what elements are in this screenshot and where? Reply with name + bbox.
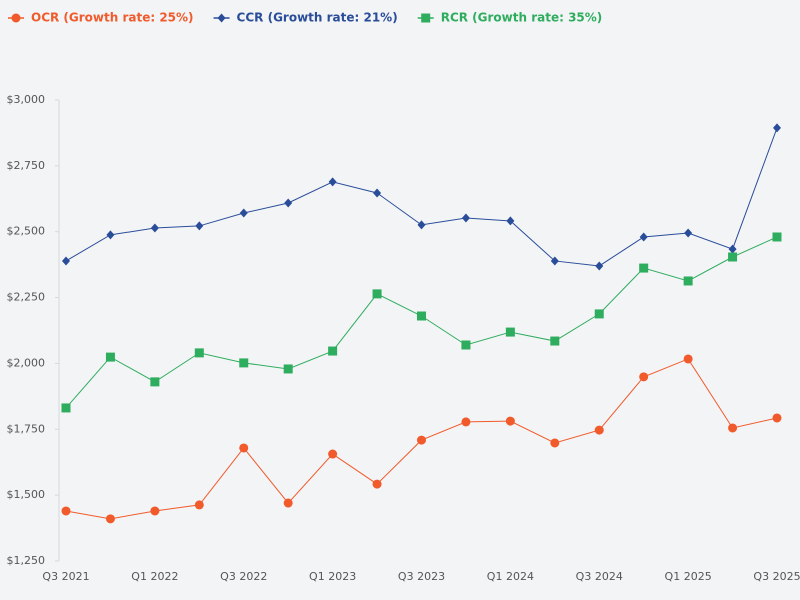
data-point: [417, 311, 426, 321]
legend-marker: [11, 13, 21, 23]
data-point: [684, 228, 693, 238]
data-point: [328, 449, 338, 459]
data-point: [461, 340, 471, 350]
data-point: [150, 377, 160, 387]
data-point: [372, 479, 382, 489]
data-point: [328, 346, 338, 356]
data-point: [150, 223, 159, 233]
data-point: [594, 425, 604, 435]
legend-label: RCR (Growth rate: 35%): [441, 11, 603, 25]
data-point: [773, 123, 781, 133]
data-point: [150, 506, 160, 516]
data-point: [683, 354, 693, 364]
data-point: [61, 506, 71, 516]
series-line: [65, 236, 778, 409]
x-tick-label: Q1 2024: [487, 570, 534, 583]
legend: OCR (Growth rate: 25%) CCR (Growth rate: …: [8, 11, 602, 25]
x-tick-label: Q1 2023: [309, 570, 356, 583]
data-point: [461, 417, 471, 427]
data-point: [550, 256, 559, 266]
data-point: [639, 263, 649, 273]
x-tick-label: Q1 2025: [665, 570, 712, 583]
x-tick-label: Q3 2024: [576, 570, 623, 583]
y-tick-label: $2,250: [7, 291, 46, 304]
data-point: [639, 372, 649, 382]
x-tick-label: Q3 2025: [753, 570, 800, 583]
data-point: [417, 435, 426, 445]
legend-marker: [217, 13, 226, 23]
data-point: [772, 413, 782, 423]
x-tick-label: Q3 2021: [42, 570, 89, 583]
data-point: [639, 232, 648, 242]
data-point: [372, 289, 382, 299]
y-tick-label: $2,000: [7, 356, 46, 369]
y-tick-label: $2,500: [7, 225, 46, 238]
data-point: [239, 208, 248, 218]
data-point: [373, 188, 382, 198]
data-point: [62, 256, 70, 266]
data-point: [105, 514, 115, 524]
data-point: [194, 500, 204, 510]
data-point: [728, 252, 738, 262]
data-point: [772, 232, 782, 242]
y-tick-label: $3,000: [7, 93, 46, 106]
data-point: [728, 244, 737, 254]
data-point: [505, 416, 515, 426]
y-tick-label: $1,250: [7, 554, 46, 567]
legend-item: CCR (Growth rate: 21%): [213, 11, 398, 25]
x-tick-label: Q3 2023: [398, 570, 445, 583]
data-point: [105, 352, 115, 362]
legend-label: OCR (Growth rate: 25%): [31, 11, 194, 25]
x-tick-label: Q1 2022: [131, 570, 178, 583]
legend-item: RCR (Growth rate: 35%): [417, 11, 603, 25]
data-point: [728, 423, 738, 433]
series-line: [65, 127, 778, 267]
data-point: [195, 221, 204, 231]
data-point: [550, 438, 560, 448]
data-point: [239, 358, 249, 368]
data-point: [594, 309, 604, 319]
data-point: [328, 177, 337, 187]
data-point: [505, 327, 515, 337]
data-point: [239, 443, 249, 453]
data-point: [106, 230, 115, 240]
y-tick-label: $2,750: [7, 159, 46, 172]
y-tick-label: $1,500: [7, 488, 46, 501]
data-point: [61, 403, 71, 413]
x-tick-label: Q3 2022: [220, 570, 267, 583]
data-point: [283, 498, 293, 508]
legend-marker: [421, 13, 431, 23]
data-point: [194, 348, 204, 358]
data-point: [284, 198, 293, 208]
data-point: [461, 213, 470, 223]
data-point: [595, 261, 604, 271]
data-point: [550, 336, 560, 346]
y-tick-label: $1,750: [7, 422, 46, 435]
legend-label: CCR (Growth rate: 21%): [237, 11, 398, 25]
data-point: [283, 364, 293, 374]
data-point: [683, 276, 693, 286]
legend-item: OCR (Growth rate: 25%): [8, 11, 194, 25]
data-point: [506, 216, 515, 226]
data-point: [417, 220, 426, 230]
